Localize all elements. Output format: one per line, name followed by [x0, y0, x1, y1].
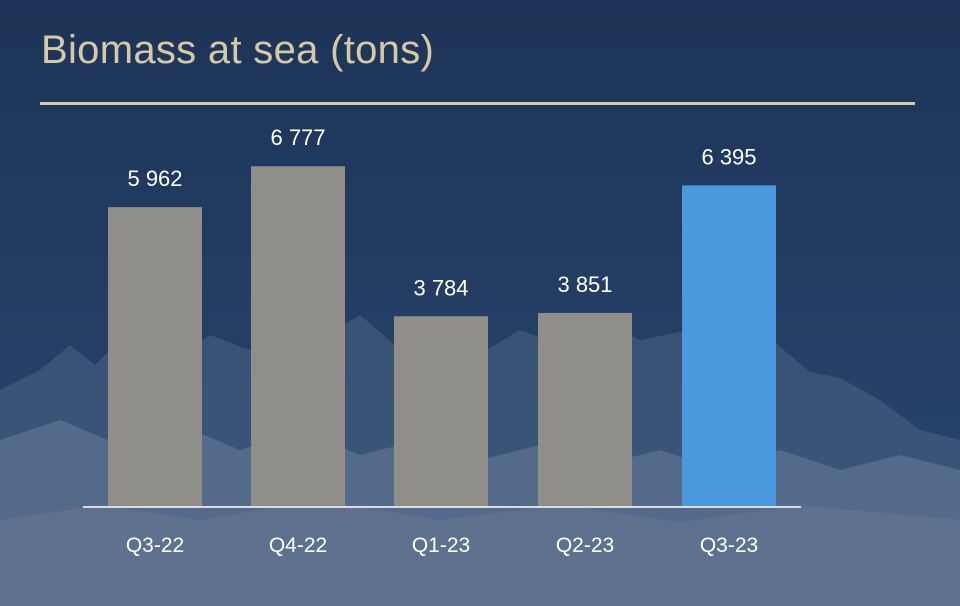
- bar-q4-22: [251, 166, 345, 506]
- bar-q3-22: [108, 207, 202, 506]
- x-tick-label: Q1-23: [412, 534, 470, 557]
- page-title: Biomass at sea (tons): [41, 28, 435, 72]
- x-tick-label: Q4-22: [269, 534, 327, 557]
- bar-q3-23: [682, 185, 776, 506]
- x-tick-label: Q2-23: [556, 534, 614, 557]
- value-label: 5 962: [127, 166, 182, 191]
- x-tick-label: Q3-23: [700, 534, 758, 557]
- title-divider: [40, 102, 915, 105]
- value-label: 3 784: [413, 275, 468, 300]
- bar-q2-23: [538, 312, 632, 506]
- value-label: 6 395: [701, 144, 756, 169]
- value-label: 3 851: [557, 272, 612, 297]
- value-label: 6 777: [270, 125, 325, 150]
- x-tick-label: Q3-22: [126, 534, 184, 557]
- bar-q1-23: [394, 316, 488, 506]
